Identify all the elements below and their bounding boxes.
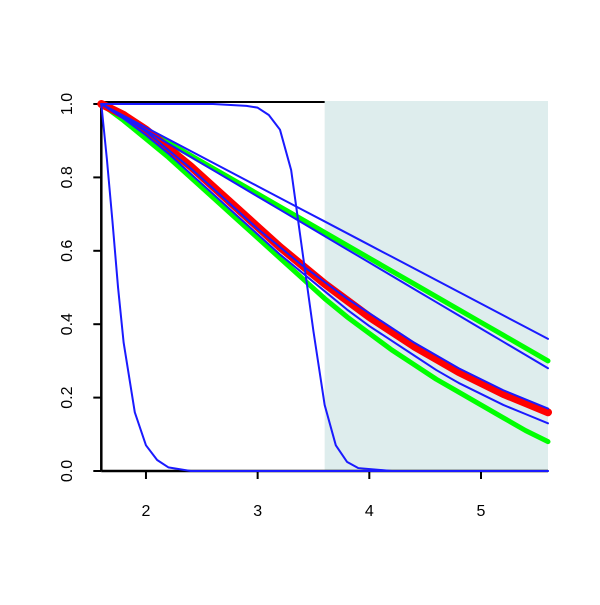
x-tick-label: 5 (477, 503, 486, 520)
curve (100, 103, 549, 425)
y-tick-label: 0.2 (59, 386, 76, 408)
curve (97, 100, 552, 417)
x-tick-label: 3 (253, 503, 262, 520)
y-tick-label: 0.0 (59, 460, 76, 482)
y-tick-label: 0.8 (59, 166, 76, 188)
curve (100, 103, 549, 472)
x-tick-label: 4 (365, 503, 374, 520)
curve (100, 103, 549, 472)
curve (98, 101, 551, 364)
y-tick-label: 1.0 (59, 93, 76, 115)
curve (100, 103, 549, 370)
y-tick-label: 0.4 (59, 313, 76, 335)
y-tick-label: 0.6 (59, 240, 76, 262)
x-tick-label: 2 (142, 503, 151, 520)
curve (100, 103, 549, 410)
curve (98, 101, 551, 445)
curve (100, 103, 549, 340)
shaded-region (324, 101, 548, 471)
